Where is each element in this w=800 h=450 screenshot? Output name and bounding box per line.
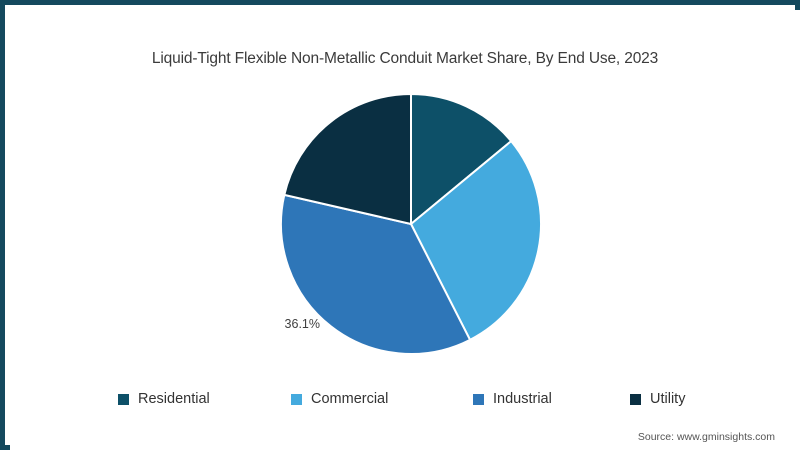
legend-label-utility: Utility	[650, 391, 686, 407]
chart-legend: Residential Commercial Industrial Utilit…	[10, 388, 800, 412]
pie-slice-commercial[interactable]	[409, 139, 542, 342]
legend-item-residential[interactable]: Residential	[118, 388, 210, 410]
pie-chart-svg	[280, 92, 542, 355]
legend-swatch-icon-commercial	[291, 393, 302, 405]
legend-swatch-icon-utility	[630, 393, 641, 405]
pie-slice-utility[interactable]	[283, 92, 412, 226]
source-attribution: Source: www.gminsights.com	[637, 431, 775, 443]
chart-canvas: Liquid-Tight Flexible Non-Metallic Condu…	[10, 10, 800, 450]
page-title: Liquid-Tight Flexible Non-Metallic Condu…	[151, 50, 659, 67]
legend-swatch-icon-industrial	[473, 393, 484, 405]
pie-slice-label-industrial: 36.1%	[284, 317, 320, 331]
pie-slice-residential[interactable]	[410, 92, 513, 227]
legend-label-industrial: Industrial	[493, 391, 552, 407]
pie-chart: 36.1%	[10, 10, 800, 450]
legend-swatch-icon-residential	[118, 393, 129, 405]
pie-slice-industrial[interactable]	[280, 193, 472, 355]
legend-item-industrial[interactable]: Industrial	[473, 388, 552, 410]
legend-item-commercial[interactable]: Commercial	[291, 388, 388, 410]
legend-label-commercial: Commercial	[311, 391, 389, 407]
legend-item-utility[interactable]: Utility	[630, 388, 685, 410]
legend-label-residential: Residential	[138, 391, 210, 407]
